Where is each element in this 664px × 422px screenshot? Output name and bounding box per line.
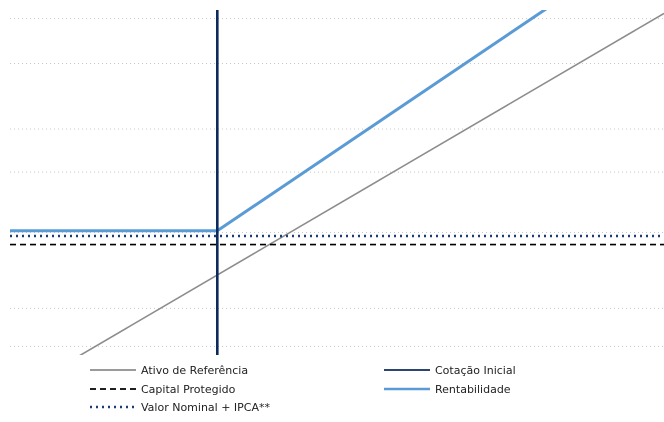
legend-item-ativo-de-referencia: Ativo de Referência: [90, 364, 248, 377]
legend-label-rentabilidade: Rentabilidade: [435, 383, 511, 396]
series-line-rentabilidade: [10, 10, 548, 233]
legend-label-capital-protegido: Capital Protegido: [141, 383, 236, 396]
legend-label-valor-nominal-ipca: Valor Nominal + IPCA**: [141, 401, 271, 414]
series-line-ativo-de-referencia: [79, 12, 664, 355]
legend-item-capital-protegido: Capital Protegido: [90, 383, 236, 396]
legend-label-ativo-de-referencia: Ativo de Referência: [141, 364, 248, 377]
legend: Ativo de Referência Cotação Inicial Capita…: [90, 364, 516, 414]
legend-item-cotacao-inicial: Cotação Inicial: [384, 364, 516, 377]
gridlines: [10, 18, 664, 347]
legend-label-cotacao-inicial: Cotação Inicial: [435, 364, 516, 377]
legend-item-rentabilidade: Rentabilidade: [384, 383, 511, 396]
series-layer: [10, 10, 664, 355]
legend-item-valor-nominal-ipca: Valor Nominal + IPCA**: [90, 401, 271, 414]
